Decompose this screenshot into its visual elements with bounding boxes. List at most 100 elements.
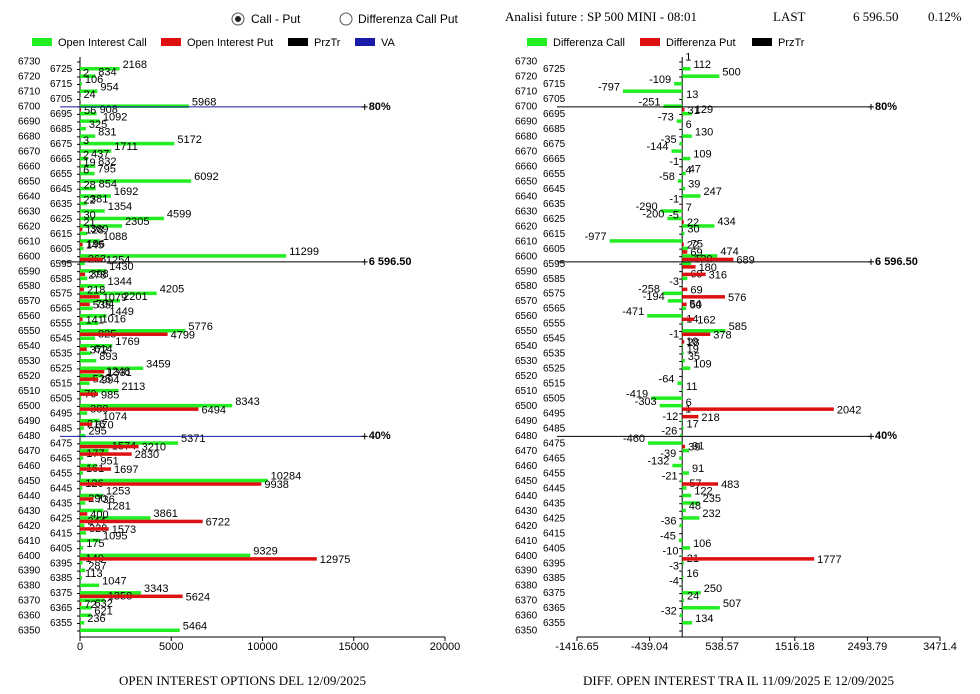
bar — [80, 613, 92, 618]
y-tick-label: 6620 — [515, 221, 538, 232]
value-label: 854 — [99, 179, 117, 191]
value-label: 3 — [83, 135, 89, 147]
bar — [80, 242, 83, 247]
y-tick-label: 6655 — [50, 169, 73, 180]
x-tick-label: -1416.65 — [555, 641, 598, 653]
y-tick-label: 6600 — [515, 251, 538, 262]
y-tick-label: 6680 — [515, 132, 538, 143]
value-label: -1 — [669, 194, 679, 206]
y-tick-label: 6450 — [18, 476, 41, 487]
bar — [80, 246, 84, 251]
value-label: 287 — [88, 561, 106, 573]
y-tick-label: 6495 — [50, 409, 73, 420]
y-tick-label: 6380 — [515, 581, 538, 592]
value-label: -303 — [635, 396, 657, 408]
bar — [80, 606, 92, 610]
value-label: 5172 — [177, 134, 201, 146]
value-label: 4799 — [171, 329, 195, 341]
value-label: 1344 — [108, 276, 132, 288]
y-tick-label: 6585 — [50, 274, 73, 285]
ref-marker — [868, 433, 875, 440]
bar — [682, 598, 684, 603]
y-tick-label: 6415 — [50, 528, 73, 539]
legend-label: VA — [381, 37, 396, 49]
value-label: 69 — [690, 247, 702, 259]
radio[interactable] — [339, 12, 353, 26]
value-label: 398 — [90, 269, 108, 281]
bar — [682, 332, 711, 337]
value-label: 10284 — [271, 471, 302, 483]
bar — [682, 407, 834, 411]
y-tick-label: 6675 — [543, 139, 566, 150]
bar — [682, 74, 720, 78]
value-label: 325 — [89, 119, 107, 131]
value-label: 1047 — [102, 575, 126, 587]
bar — [682, 186, 686, 191]
radio-label[interactable]: Differenza Call Put — [358, 12, 458, 26]
bar — [80, 344, 113, 348]
bar — [80, 546, 84, 550]
y-tick-label: 6435 — [50, 498, 73, 509]
value-label: 134 — [695, 613, 713, 625]
bar — [682, 576, 684, 580]
bar — [80, 403, 233, 408]
y-tick-label: 6465 — [543, 453, 566, 464]
bar — [80, 104, 189, 108]
bar — [80, 216, 164, 221]
value-label: 109 — [693, 358, 711, 370]
y-tick-label: 6585 — [543, 274, 566, 285]
value-label: 218 — [87, 285, 105, 297]
bar — [80, 299, 121, 303]
bar — [80, 284, 105, 288]
ref-label: 6 596.50 — [369, 256, 412, 268]
value-label: 4599 — [167, 209, 191, 221]
y-tick-label: 6355 — [50, 618, 73, 629]
bar — [80, 291, 157, 296]
y-tick-label: 6595 — [50, 259, 73, 270]
value-label: 12975 — [320, 554, 351, 566]
bar — [660, 209, 683, 213]
y-tick-label: 6420 — [515, 521, 538, 532]
value-label: 75 — [691, 239, 703, 251]
bar — [80, 441, 179, 445]
bar — [80, 531, 86, 535]
value-label: 28 — [687, 337, 699, 349]
bar — [677, 179, 683, 183]
bar — [682, 426, 684, 430]
value-label: 1692 — [114, 186, 138, 198]
value-label: 1074 — [103, 411, 127, 423]
legend-swatch — [288, 38, 308, 46]
y-tick-label: 6425 — [50, 513, 73, 524]
y-tick-label: 6475 — [543, 438, 566, 449]
y-tick-label: 6625 — [543, 214, 566, 225]
value-label: 372 — [90, 344, 108, 356]
legend-swatch — [752, 38, 772, 46]
legend-label: PrzTr — [778, 37, 805, 49]
bar — [80, 314, 107, 318]
y-tick-label: 6595 — [543, 259, 566, 270]
radio-label[interactable]: Call - Put — [251, 12, 301, 26]
y-tick-label: 6535 — [543, 349, 566, 360]
y-tick-label: 6365 — [50, 603, 73, 614]
value-label: -58 — [659, 171, 675, 183]
ref-marker — [361, 258, 368, 265]
y-tick-label: 6695 — [543, 109, 566, 120]
y-tick-label: 6635 — [543, 199, 566, 210]
y-tick-label: 6510 — [515, 386, 538, 397]
y-tick-label: 6555 — [50, 319, 73, 330]
bar — [80, 111, 97, 116]
bar — [682, 224, 715, 228]
value-label: 3343 — [144, 583, 168, 595]
bar — [682, 306, 687, 311]
bar — [80, 224, 123, 228]
x-tick-label: 5000 — [159, 641, 183, 653]
y-tick-label: 6575 — [50, 289, 73, 300]
value-label: 6 — [83, 165, 89, 177]
value-label: -419 — [626, 388, 648, 400]
ref-marker — [361, 103, 368, 110]
bar — [682, 444, 686, 449]
value-label: -1 — [669, 156, 679, 168]
bar — [667, 299, 683, 303]
y-tick-label: 6720 — [515, 72, 538, 83]
y-tick-label: 6660 — [515, 161, 538, 172]
